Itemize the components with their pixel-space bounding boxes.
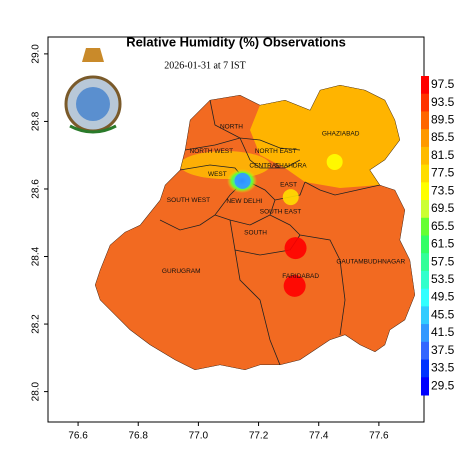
colorbar-label: 65.5 [431,219,455,233]
emblem [64,48,122,134]
territory [95,85,415,370]
emblem-top [82,48,104,62]
colorbar-swatch [421,129,429,148]
station [234,172,251,189]
colorbar-label: 53.5 [431,272,455,286]
field-zone [250,85,400,188]
chart-subtitle: 2026-01-31 at 7 IST [164,60,245,71]
colorbar-swatch [421,93,429,112]
station [284,237,307,260]
colorbar-label: 73.5 [431,183,455,197]
colorbar-label: 77.5 [431,166,455,180]
colorbar-swatch [421,76,429,95]
colorbar-label: 81.5 [431,148,455,162]
region-label: NORTH EAST [255,148,297,155]
colorbar-label: 85.5 [431,130,455,144]
colorbar-swatch [421,253,429,272]
station [283,274,306,297]
region-label: GURUGRAM [162,268,201,275]
region-label: SHAHDRA [275,163,307,170]
region-label: SOUTH EAST [260,209,302,216]
region-label: WEST [208,171,227,178]
colorbar-swatch [421,270,429,290]
colorbar-label: 89.5 [431,112,455,126]
y-tick-label: 28.0 [31,381,42,401]
colorbar-label: 33.5 [431,361,455,375]
y-tick-label: 28.8 [31,111,42,131]
x-tick-label: 77.2 [249,431,269,442]
x-tick-label: 77.4 [309,431,329,442]
station [326,153,343,170]
region-label: NORTH [220,124,243,131]
colorbar-label: 49.5 [431,290,455,304]
colorbar-swatch [421,324,429,343]
colorbar-swatch [421,377,429,396]
colorbar-label: 37.5 [431,343,455,357]
colorbar-swatch [421,146,429,166]
region-label: SOUTH WEST [167,197,210,204]
station [282,189,299,206]
emblem-globe [76,87,110,121]
region-label: NEW DELHI [226,198,262,205]
colorbar-label: 93.5 [431,95,455,109]
colorbar-swatch [421,182,429,201]
colorbar-swatch [421,217,429,236]
boundary [95,85,415,370]
colorbar-swatch [421,306,429,325]
region-label: NORTH WEST [190,148,234,155]
region-label: CENTRAL [249,163,280,170]
y-tick-label: 28.4 [31,246,42,266]
colorbar-swatch [421,359,429,378]
colorbar-swatch [421,200,429,219]
emblem-ribbon [69,124,117,134]
colorbar-swatch [421,235,429,254]
x-tick-label: 77.6 [369,431,389,442]
y-tick-label: 29.0 [31,44,42,64]
colorbar-label: 29.5 [431,378,455,392]
y-tick-label: 28.2 [31,314,42,334]
colorbar-swatch [421,111,429,130]
colorbar-swatch [421,288,429,307]
colorbar-swatch [421,164,429,183]
region-label: EAST [280,182,297,189]
colorbar-label: 61.5 [431,237,455,251]
region-label: FARIDABAD [282,273,319,280]
colorbar-label: 45.5 [431,307,455,321]
x-tick-label: 76.8 [129,431,149,442]
colorbar-label: 41.5 [431,325,455,339]
colorbar-label: 69.5 [431,201,455,215]
region-label: GAUTAMBUDHNAGAR [336,259,405,266]
region-label: SOUTH [244,230,267,237]
x-tick-label: 77.0 [189,431,209,442]
colorbar-label: 97.5 [431,77,455,91]
colorbar-swatch [421,341,429,361]
y-tick-label: 28.6 [31,179,42,199]
region-label: GHAZIABAD [322,131,360,138]
chart-title: Relative Humidity (%) Observations [126,34,346,49]
x-tick-label: 76.6 [68,431,88,442]
colorbar-label: 57.5 [431,254,455,268]
